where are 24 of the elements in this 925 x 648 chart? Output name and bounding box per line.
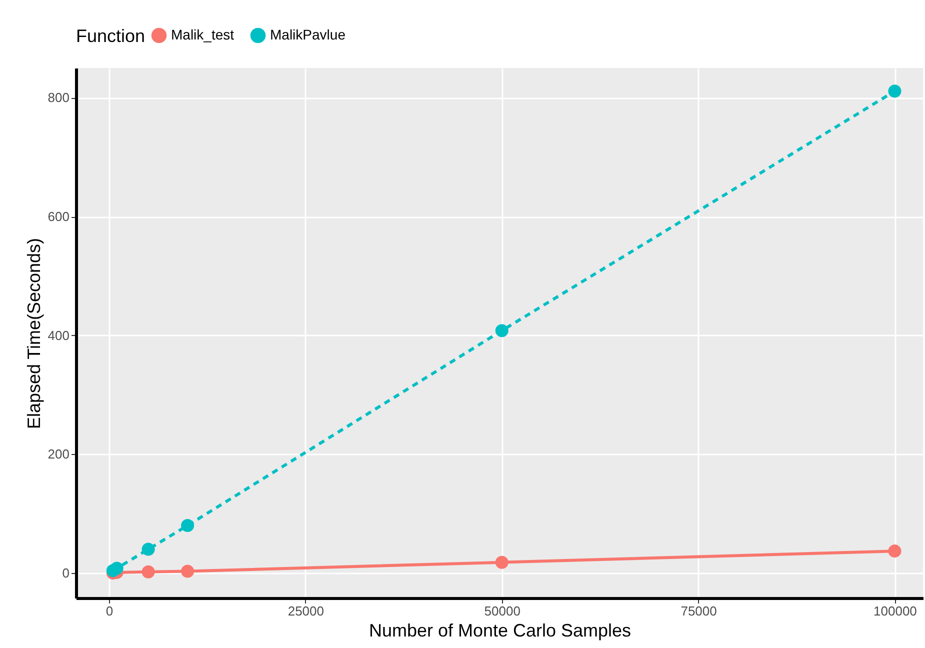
y-axis-title: Elapsed Time(Seconds) (24, 238, 44, 430)
x-tick-label: 75000 (680, 604, 717, 618)
point (888, 544, 902, 558)
y-tick-label: 400 (48, 328, 70, 343)
x-tick-label: 100000 (874, 604, 917, 618)
y-tick-label: 800 (48, 90, 70, 106)
point (495, 556, 508, 569)
y-tick-label: 200 (48, 446, 70, 462)
point (142, 542, 155, 556)
x-tick-label: 50000 (484, 604, 520, 618)
legend-title: Function (76, 26, 146, 46)
legend-label: Malik_test (171, 26, 234, 42)
x-tick-label: 25000 (288, 604, 324, 618)
x-axis-title: Number of Monte Carlo Samples (368, 620, 632, 640)
x-tick-label: 0 (106, 604, 114, 618)
point (142, 565, 155, 578)
legend-label: MalikPavlue (270, 26, 346, 42)
point (181, 564, 194, 578)
point (110, 562, 124, 575)
point (181, 519, 194, 532)
point (888, 84, 902, 98)
y-tick-label: 600 (48, 209, 70, 224)
point (495, 324, 508, 338)
y-tick-label: 0 (62, 566, 70, 581)
